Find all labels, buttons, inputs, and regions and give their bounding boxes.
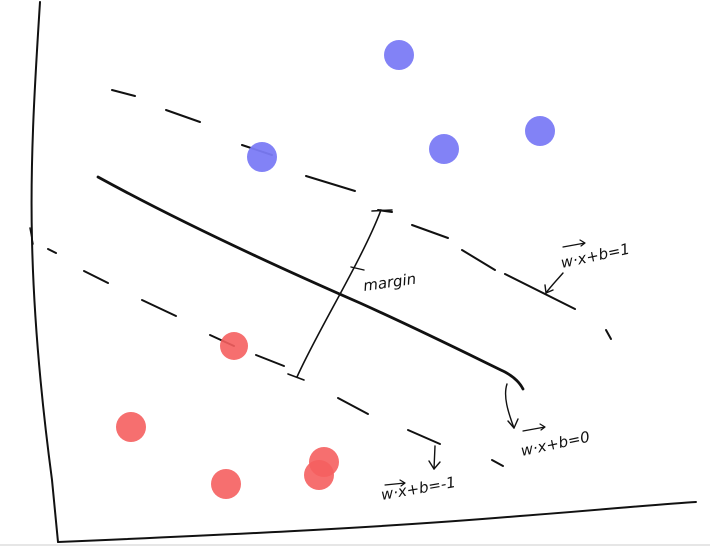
negative-class-points [116,332,339,499]
vector-arrow-marks [384,239,586,487]
negative-label-arrow [428,445,441,470]
decision-boundary-equation: w·x+b=0 [519,428,591,460]
margin-label: margin [362,270,417,295]
positive-margin-equation: w·x+b=1 [559,240,631,272]
negative-point [211,469,241,499]
y-axis [30,1,59,543]
decision-boundary-line [96,175,525,391]
positive-point [247,142,277,172]
positive-point [384,40,414,70]
margin-bracket [287,209,393,381]
bottom-edge [0,544,710,546]
negative-point [304,460,334,490]
positive-point [429,134,459,164]
positive-label-arrow [544,272,564,294]
x-axis [57,501,697,543]
boundary-label-arrow [504,383,519,429]
negative-margin-line [47,248,504,467]
negative-point [220,332,248,360]
positive-point [525,116,555,146]
negative-margin-equation: w·x+b=-1 [380,473,458,504]
positive-class-points [247,40,555,172]
axis-tick [29,227,34,245]
negative-point [116,412,146,442]
